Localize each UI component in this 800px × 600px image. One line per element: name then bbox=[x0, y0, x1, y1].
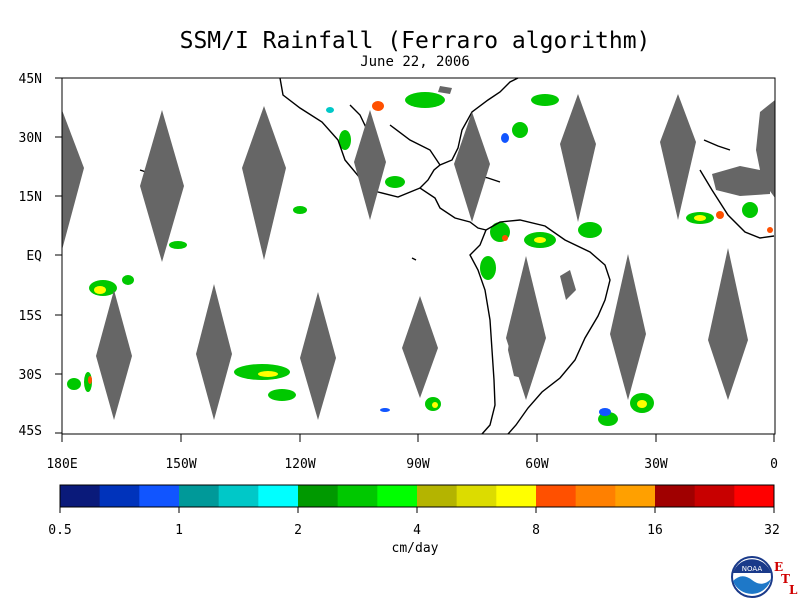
map-ticks bbox=[55, 77, 775, 442]
colorbar-segment bbox=[496, 485, 537, 507]
map-title: SSM/I Rainfall (Ferraro algorithm) bbox=[179, 28, 651, 54]
colorbar-segment bbox=[575, 485, 616, 507]
colorbar-segment bbox=[615, 485, 656, 507]
map-date: June 22, 2006 bbox=[360, 54, 470, 70]
colorbar-segment bbox=[417, 485, 458, 507]
lon-label-120w: 120W bbox=[284, 457, 316, 472]
lat-label-15n: 15N bbox=[18, 190, 42, 205]
lat-label-30s: 30S bbox=[18, 368, 42, 383]
no-data-swaths bbox=[62, 86, 775, 420]
rain-areas bbox=[67, 92, 773, 426]
lat-label-45n: 45N bbox=[18, 72, 42, 87]
colorbar-segment bbox=[536, 485, 577, 507]
lon-label-150w: 150W bbox=[165, 457, 197, 472]
colorbar-segment bbox=[218, 485, 259, 507]
colorbar-units: cm/day bbox=[391, 541, 439, 556]
lon-label-90w: 90W bbox=[406, 457, 430, 472]
colorbar-label-32: 32 bbox=[764, 523, 780, 538]
colorbar bbox=[59, 484, 775, 513]
colorbar-segment bbox=[694, 485, 735, 507]
etl-letter-t: T bbox=[781, 572, 790, 586]
colorbar-label-8: 8 bbox=[532, 523, 540, 538]
colorbar-segment bbox=[139, 485, 180, 507]
lon-label-180e: 180E bbox=[46, 457, 78, 472]
colorbar-label-16: 16 bbox=[647, 523, 663, 538]
colorbar-segment bbox=[60, 485, 101, 507]
colorbar-label-4: 4 bbox=[413, 523, 421, 538]
colorbar-segment bbox=[298, 485, 339, 507]
lon-label-0: 0 bbox=[770, 457, 778, 472]
lat-label-eq: EQ bbox=[26, 249, 42, 264]
colorbar-segment bbox=[456, 485, 497, 507]
colorbar-segment bbox=[337, 485, 378, 507]
colorbar-segment bbox=[655, 485, 696, 507]
etl-letter-l: L bbox=[789, 583, 798, 597]
colorbar-segment bbox=[99, 485, 140, 507]
lon-label-30w: 30W bbox=[644, 457, 668, 472]
colorbar-label-2: 2 bbox=[294, 523, 302, 538]
colorbar-segment bbox=[734, 485, 775, 507]
colorbar-segment bbox=[179, 485, 220, 507]
etl-letter-e: E bbox=[774, 560, 784, 574]
colorbar-label-1: 1 bbox=[175, 523, 183, 538]
colorbar-label-0-5: 0.5 bbox=[48, 523, 72, 538]
lat-label-30n: 30N bbox=[18, 131, 42, 146]
colorbar-segment bbox=[377, 485, 418, 507]
lat-label-15s: 15S bbox=[18, 309, 42, 324]
lat-label-45s: 45S bbox=[18, 424, 42, 439]
colorbar-segment bbox=[258, 485, 299, 507]
lon-label-60w: 60W bbox=[525, 457, 549, 472]
